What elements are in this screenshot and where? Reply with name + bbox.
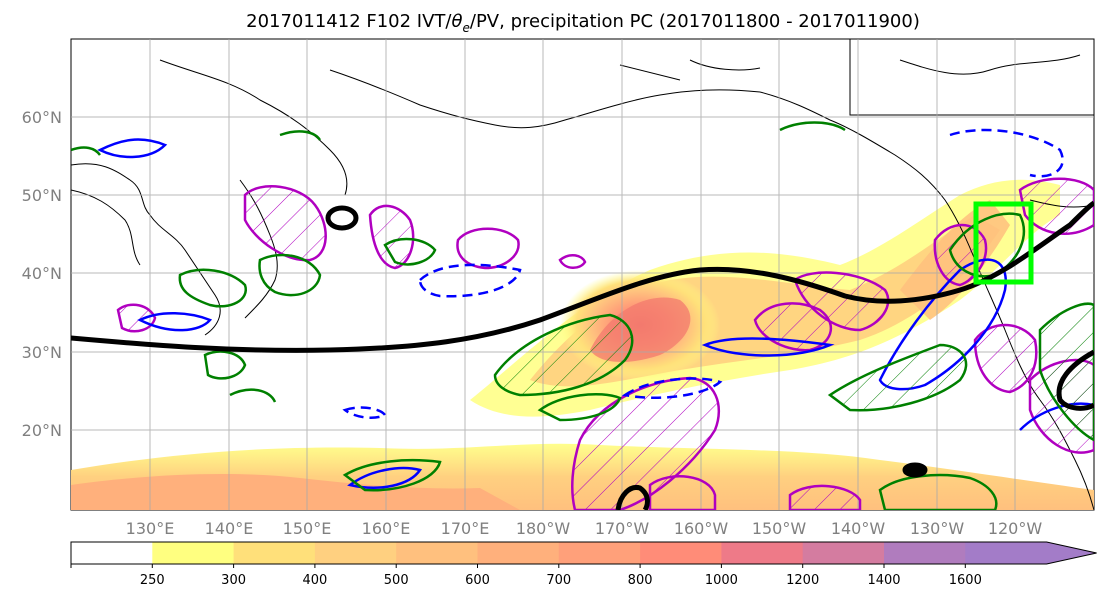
colorbar-segment (396, 542, 478, 564)
colorbar-label: 800 (628, 573, 653, 588)
lon-label: 140°E (205, 519, 254, 538)
colorbar-segments (71, 542, 1048, 564)
theta-e-dashed (621, 377, 723, 400)
precip-contour (203, 350, 247, 380)
colorbar: 250 300 400 500 600 700 800 1000 1200 1400 1600 (70, 541, 1097, 588)
trough-line-main (71, 200, 1094, 353)
colorbar-label: 1200 (786, 573, 819, 588)
colorbar-segment (802, 542, 885, 564)
colorbar-segment (965, 542, 1048, 564)
colorbar-segment (558, 542, 641, 564)
lon-axis-labels: 130°E 140°E 150°E 160°E 170°E 180°W 170°… (126, 519, 1043, 538)
lat-label: 20°N (22, 421, 62, 440)
colorbar-label: 1000 (705, 573, 738, 588)
precip-contour (827, 343, 968, 412)
colorbar-label: 250 (140, 573, 165, 588)
theta-e-dashed (949, 128, 1064, 178)
precip-contour (493, 313, 634, 397)
precip-contour (878, 473, 998, 510)
pv-blob (243, 185, 327, 262)
ivt-tropical-core (71, 474, 520, 510)
colorbar-outline (70, 541, 1097, 565)
lon-label: 120°W (988, 519, 1043, 538)
figure-title: 2017011412 F102 IVT/θe/PV, precipitation… (246, 11, 920, 35)
lat-label: 30°N (22, 343, 62, 362)
precip-contour (342, 458, 442, 492)
pv-blob (788, 484, 862, 510)
lon-label: 180°W (516, 519, 571, 538)
lon-label: 130°W (910, 519, 965, 538)
pv-blob (368, 204, 415, 270)
trough-line-aux (615, 484, 650, 510)
colorbar-ticks (70, 564, 966, 568)
precip-contour (279, 130, 322, 141)
lon-label: 170°W (595, 519, 650, 538)
pv-blob (116, 303, 157, 333)
lon-label: 170°E (441, 519, 490, 538)
colorbar-label: 300 (221, 573, 246, 588)
colorbar-segment (314, 542, 397, 564)
theta-e-solid (137, 312, 213, 332)
pv-blob (973, 323, 1038, 394)
pv-blob (456, 227, 520, 270)
precip-contour (71, 146, 102, 156)
lon-label: 160°E (362, 519, 411, 538)
lon-label: 130°E (126, 519, 175, 538)
precip-contours (71, 121, 1094, 510)
colorbar-segment (152, 542, 235, 564)
colorbar-segment (477, 542, 560, 564)
theta-e-solid (701, 337, 835, 357)
colorbar-label: 400 (302, 573, 327, 588)
precip-contour (948, 212, 1026, 278)
precip-contour (779, 121, 846, 132)
lon-label: 150°W (752, 519, 807, 538)
pv-blob (648, 475, 717, 510)
lat-label: 40°N (22, 264, 62, 283)
colorbar-label: 700 (546, 573, 571, 588)
pv-blob (558, 254, 587, 269)
colorbar-label: 1600 (949, 573, 982, 588)
theta-e-dashed (342, 406, 387, 419)
target-box (973, 201, 1034, 285)
trough-closed-low (325, 205, 359, 231)
trough-line-aux (1056, 349, 1094, 411)
precip-contour (258, 253, 322, 297)
colorbar-segment (233, 542, 316, 564)
map-panel (70, 38, 1095, 511)
colorbar-segment (884, 542, 966, 564)
colorbar-segment (640, 542, 722, 564)
theta-e-dashed (418, 263, 522, 298)
lat-axis-labels: 60°N 50°N 40°N 30°N 20°N (22, 108, 62, 440)
precip-contour (178, 268, 247, 308)
theta-e-solid (347, 466, 423, 489)
colorbar-extend-arrow (1046, 542, 1097, 564)
pv-blob (933, 223, 988, 287)
lat-label: 60°N (22, 108, 62, 127)
precip-contour (383, 237, 437, 266)
lat-label: 50°N (22, 186, 62, 205)
trough-closed-low (902, 462, 928, 478)
precip-contour (229, 388, 277, 403)
colorbar-label: 600 (465, 573, 490, 588)
lon-label: 140°W (831, 519, 886, 538)
colorbar-segment (721, 542, 804, 564)
colorbar-label: 1400 (867, 573, 900, 588)
colorbar-segment (71, 542, 153, 564)
precip-contour (537, 392, 622, 422)
colorbar-labels: 250 300 400 500 600 700 800 1000 1200 1400 1600 (140, 573, 982, 588)
trough-lines (71, 200, 1094, 510)
lon-label: 160°W (674, 519, 729, 538)
theta-e-solid (97, 138, 168, 159)
colorbar-label: 500 (384, 573, 409, 588)
lon-label: 150°E (283, 519, 332, 538)
